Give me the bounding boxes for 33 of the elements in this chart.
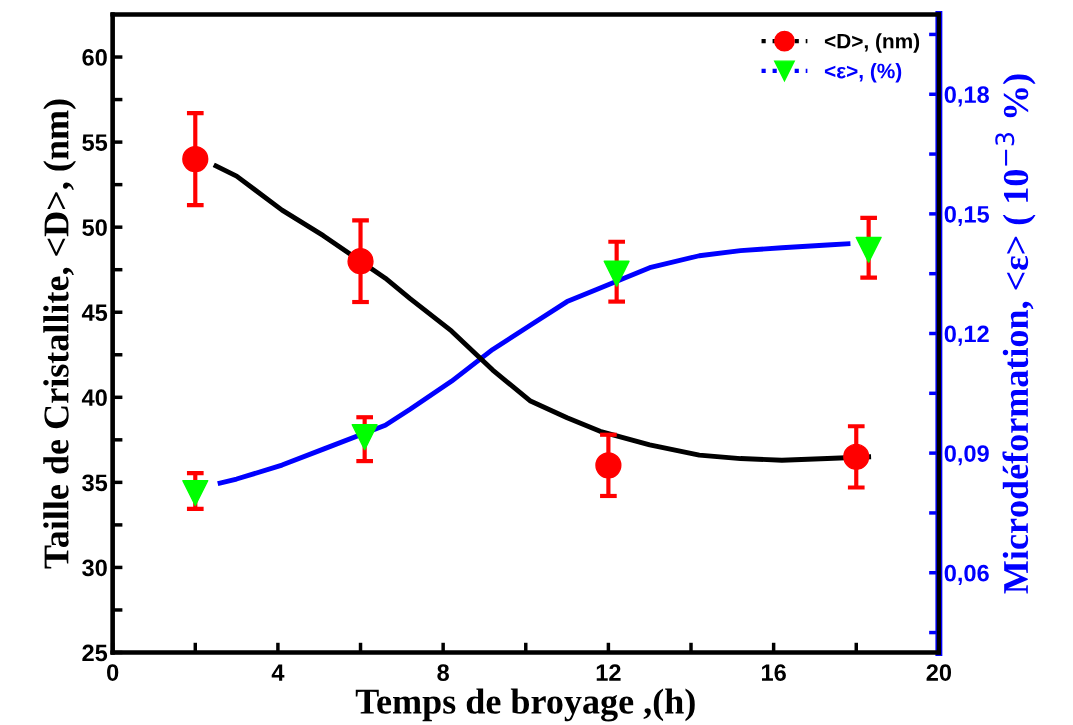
legend-label: <ε>, (%): [824, 63, 902, 83]
x-tick-label: 12: [596, 664, 621, 681]
point: [595, 452, 622, 479]
x-tick-label: 16: [761, 664, 786, 681]
x-tick-label: 20: [926, 664, 952, 681]
y-tick-label: 40: [81, 389, 107, 407]
point: [855, 236, 882, 263]
y-tick-label: 55: [82, 134, 108, 151]
point: [843, 443, 870, 470]
y2-tick-label: 0,06: [944, 564, 989, 585]
y-tick-label: 60: [82, 49, 107, 66]
y2-axis-title: Microdéformation, <ε> ( 10$^{−3}$ %): [995, 74, 1036, 594]
legend-label: <D>, (nm): [824, 33, 920, 53]
y-tick-label: 30: [82, 559, 107, 577]
y-tick-label: 25: [82, 644, 108, 662]
y2-tick-label: 0,18: [944, 86, 989, 107]
line-series: [217, 241, 851, 486]
x-tick-label: 4: [271, 664, 285, 681]
point: [182, 479, 209, 507]
point: [347, 248, 374, 275]
x-tick-label: 8: [437, 664, 449, 681]
point: [603, 260, 630, 287]
y2-tick-label: 0,12: [944, 325, 989, 346]
x-tick-label: 0: [107, 664, 119, 681]
y-axis-title: Taille de Cristallite, <D>, (nm): [43, 99, 76, 569]
y-tick-label: 45: [81, 304, 108, 322]
y-tick-label: 35: [82, 474, 108, 492]
point: [351, 424, 378, 451]
y2-tick-label: 0,09: [944, 445, 989, 466]
y-tick-label: 50: [82, 219, 107, 236]
x-axis-title: Temps de broyage ,(h): [355, 688, 695, 722]
point: [182, 145, 209, 173]
y2-tick-label: 0,15: [944, 205, 990, 227]
